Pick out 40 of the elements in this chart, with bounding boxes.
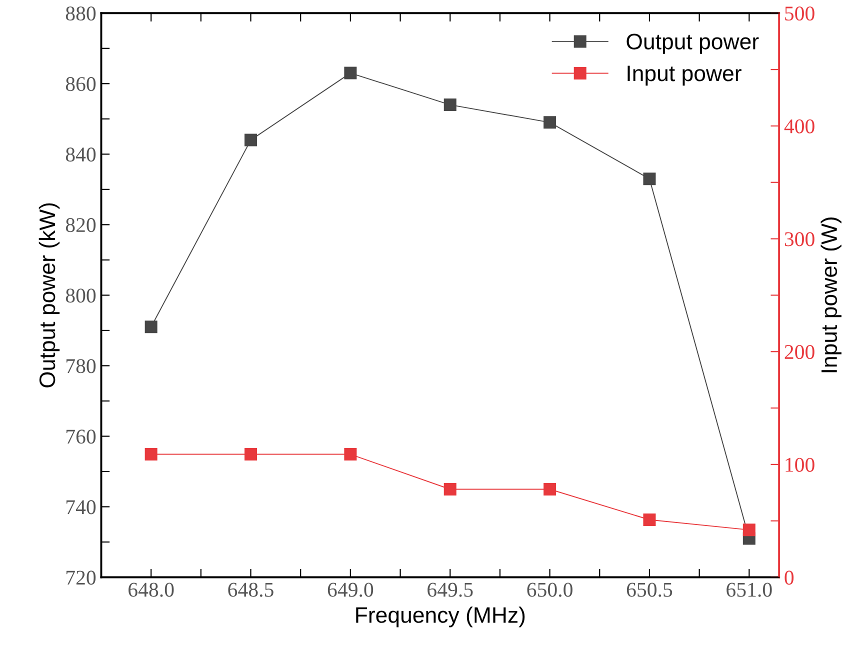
- point: [643, 172, 656, 186]
- x-tick-label: 651.0: [726, 582, 772, 597]
- y-tick-label: 840: [66, 148, 96, 162]
- y2-tick-label: 400: [784, 119, 814, 134]
- y2-tick-label: 100: [786, 458, 814, 472]
- x-tick-label: 648.5: [228, 582, 274, 597]
- y2-tick-label: 300: [784, 232, 814, 246]
- y-tick-label: 800: [66, 288, 96, 303]
- x-tick-label: 650.5: [626, 582, 672, 597]
- y-axis-title: Output power (kW): [38, 203, 60, 388]
- y2-tick-label: 500: [785, 6, 814, 21]
- x-tick-label: 649.5: [428, 582, 473, 597]
- point: [344, 448, 357, 461]
- y-tick-label: 780: [66, 359, 96, 374]
- y2-tick-label: 200: [784, 344, 814, 360]
- y2-axis-title: Input power (W): [820, 218, 842, 372]
- x-tick-label: 648.0: [128, 582, 174, 597]
- x-tick-label: 649.0: [328, 582, 374, 597]
- point: [344, 66, 357, 80]
- point: [742, 524, 756, 536]
- y-tick-label: 760: [66, 430, 96, 444]
- point: [144, 320, 158, 334]
- y-tick-label: 820: [66, 218, 96, 232]
- legend-label: Output power: [626, 34, 759, 54]
- legend-label: Input power: [628, 66, 742, 86]
- y-tick-label: 860: [66, 77, 96, 92]
- point: [643, 513, 656, 526]
- x-axis-title: Frequency (MHz): [356, 606, 525, 628]
- point: [444, 483, 456, 496]
- y-tick-label: 880: [66, 6, 96, 21]
- point: [544, 483, 556, 496]
- y-tick-label: 740: [66, 500, 96, 514]
- y2-tick-label: 0: [784, 570, 794, 585]
- x-tick-label: 650.0: [527, 582, 572, 597]
- point: [144, 448, 158, 461]
- point: [244, 448, 258, 461]
- point: [544, 116, 556, 129]
- point: [244, 134, 258, 146]
- y-tick-label: 720: [66, 570, 96, 585]
- point: [444, 98, 456, 112]
